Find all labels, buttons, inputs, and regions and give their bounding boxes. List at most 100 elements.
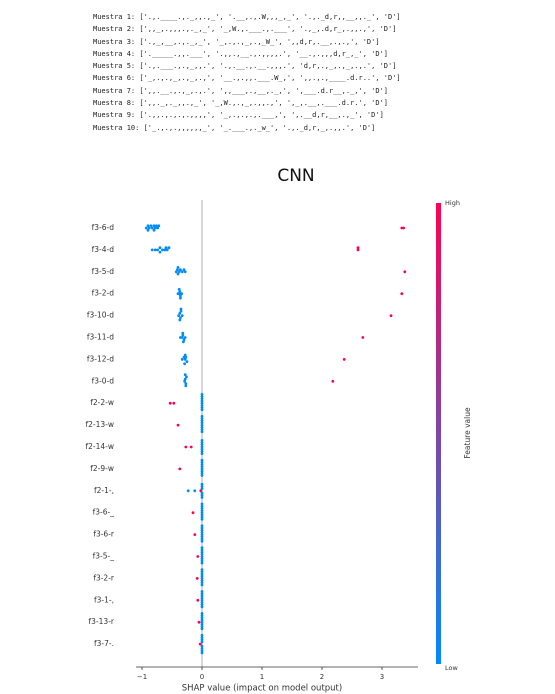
point [161,248,164,252]
point [200,568,204,571]
point [200,474,204,477]
sample-line: Muestra 7: [',,.__.,.,_,.,.', ',,___,.,_… [93,86,389,95]
point [200,428,204,431]
point [186,489,190,493]
point [177,314,181,317]
feature-label: f2-9-w [90,464,114,473]
point [200,395,204,398]
point [200,515,204,519]
point [147,226,151,230]
x-tick-label: 3 [380,673,384,681]
point [200,452,204,455]
sample-list: Muestra 1: ['.,.____.,._,,.,_', '.__,.,.… [93,11,401,134]
feature-label: f3-7-. [94,639,114,648]
x-tick-label: 2 [320,673,324,681]
point [150,226,154,230]
point [200,526,204,530]
point [157,224,161,228]
point [176,266,180,269]
feature-label: f3-2-r [93,573,115,582]
point [200,559,204,563]
feature-label: f2-13-w [85,420,114,429]
point [185,375,188,379]
point [179,316,182,320]
point [193,533,197,536]
feature-label: f3-2-d [92,289,115,298]
point [200,627,204,631]
point [200,528,204,532]
point [200,513,204,517]
point [200,572,204,576]
point [200,644,204,648]
point [200,561,204,565]
point [200,417,204,420]
sample-line: Muestra 2: [',,_,.,,,.,._,_', '_,W.,.___… [93,25,397,34]
point [200,590,204,593]
point [200,443,204,447]
feature-label: f3-6-d [92,223,115,232]
point [183,270,187,274]
point [200,397,204,401]
point [184,355,188,359]
point [200,625,204,628]
point [200,493,204,497]
sample-line: Muestra 10: ['_.,.,.,,,,,,_', '_.___.,._… [93,123,376,132]
point [200,502,204,506]
point [177,270,181,274]
feature-label: f3-5-_ [93,552,115,561]
point [200,445,204,449]
point [200,594,204,598]
point [200,618,204,622]
sample-line: Muestra 1: ['.,.____.,._,,.,_', '.__,.,.… [93,13,401,21]
point [189,445,193,449]
x-tick-label: −1 [137,673,147,681]
point [153,226,157,230]
point [200,557,204,561]
point [200,581,204,585]
point [200,539,204,543]
point [178,312,182,315]
point [200,496,204,499]
point [195,577,199,580]
point [331,379,335,383]
point [200,524,204,528]
point [200,465,204,469]
sample-line: Muestra 6: ['_,.,.,_,.,_,.,', '__.,.,,._… [93,74,401,83]
point [181,333,185,337]
point [200,577,204,580]
point [200,441,204,444]
point [200,406,204,409]
point [200,423,204,427]
point [183,373,187,377]
point [180,270,184,274]
feature-label: f3-12-d [87,354,114,363]
point [200,419,204,423]
point [200,537,204,541]
point [180,336,184,339]
point [158,250,162,254]
point [200,404,204,407]
point [200,552,204,556]
point [200,399,204,403]
point [200,509,204,512]
sample-line: Muestra 5: ['.,.___.,.,_,,.', '.,.__.,._… [93,62,397,71]
sample-line: Muestra 3: ['.,_,__,.,._,_', '_,.,.,_,.,… [93,37,380,46]
point [400,292,404,296]
point [177,287,181,291]
point [179,307,183,311]
point [200,517,204,521]
point [197,620,201,624]
point [193,489,197,493]
point [156,248,160,252]
point [183,379,187,383]
x-tick-label: 1 [260,673,264,681]
point [200,439,204,442]
point [144,226,148,230]
point [200,623,204,626]
point [200,482,204,486]
point [200,651,204,655]
point [342,358,346,361]
point [183,358,187,361]
point [184,384,188,388]
point [181,331,185,335]
